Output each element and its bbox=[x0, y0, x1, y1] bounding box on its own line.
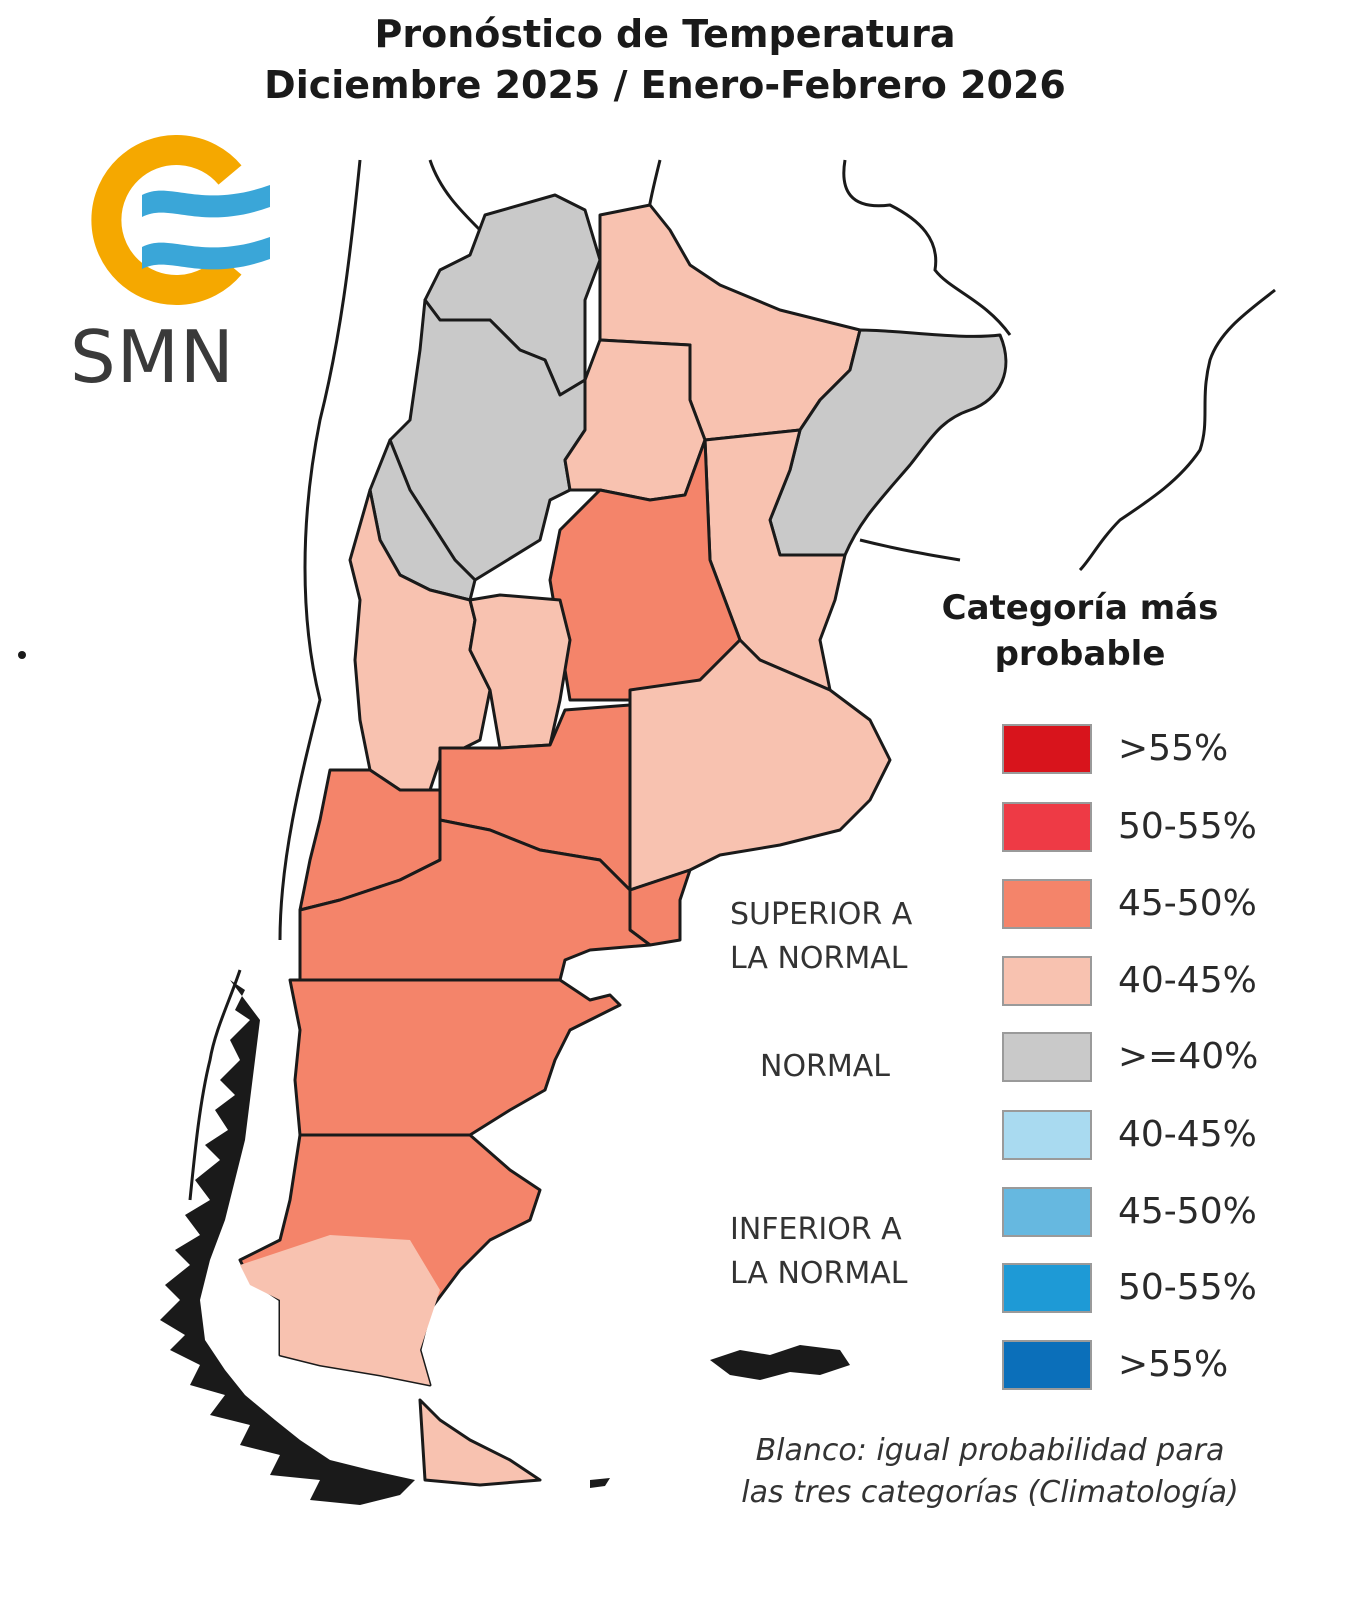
smn-sun-icon bbox=[91, 135, 270, 305]
title-line-1: Pronóstico de Temperatura bbox=[374, 12, 956, 56]
region-nea-misiones bbox=[768, 328, 1008, 557]
footnote: Blanco: igual probabilidad para las tres… bbox=[700, 1430, 1280, 1514]
legend-swatch bbox=[1002, 724, 1092, 774]
legend-title-line-1: Categoría más bbox=[941, 588, 1219, 628]
neighbour-borders bbox=[188, 159, 1276, 1201]
legend-swatch bbox=[1002, 1032, 1092, 1082]
legend-item: 40-45% bbox=[1002, 1110, 1302, 1162]
legend-label: 40-45% bbox=[1118, 960, 1257, 1001]
legend-label: >55% bbox=[1118, 1344, 1229, 1385]
legend-item: 50-55% bbox=[1002, 1263, 1302, 1315]
legend-item: >55% bbox=[1002, 1340, 1302, 1392]
legend-label: 45-50% bbox=[1118, 1191, 1257, 1232]
legend-title-line-2: probable bbox=[994, 634, 1166, 674]
footnote-line-2: las tres categorías (Climatología) bbox=[741, 1475, 1239, 1510]
legend-item: 50-55% bbox=[1002, 802, 1302, 854]
legend-label: 50-55% bbox=[1118, 1267, 1257, 1308]
forecast-map bbox=[18, 159, 1276, 1505]
legend-group-superior-line-2: LA NORMAL bbox=[730, 941, 908, 976]
region-rio-negro bbox=[298, 818, 652, 982]
region-santa-cruz-south bbox=[240, 1235, 440, 1385]
legend-swatch bbox=[1002, 1340, 1092, 1390]
region-san-luis bbox=[468, 593, 572, 750]
legend-item: 45-50% bbox=[1002, 1187, 1302, 1239]
region-buenos-aires-north bbox=[628, 638, 892, 892]
region-chubut bbox=[288, 978, 622, 1137]
legend-label: 40-45% bbox=[1118, 1114, 1257, 1155]
chile-coast-islands bbox=[18, 651, 850, 1505]
footnote-line-1: Blanco: igual probabilidad para bbox=[755, 1433, 1225, 1468]
legend-item: >=40% bbox=[1002, 1032, 1302, 1084]
legend-swatch bbox=[1002, 956, 1092, 1006]
legend-group-inferior: INFERIOR A LA NORMAL bbox=[730, 1208, 907, 1296]
title-line-2: Diciembre 2025 / Enero-Febrero 2026 bbox=[264, 63, 1066, 107]
legend-group-superior-line-1: SUPERIOR A bbox=[730, 897, 913, 932]
map-title: Pronóstico de Temperatura Diciembre 2025… bbox=[0, 10, 1330, 110]
legend-swatch bbox=[1002, 1187, 1092, 1237]
legend-title: Categoría más probable bbox=[920, 585, 1240, 677]
legend-group-inferior-line-2: LA NORMAL bbox=[730, 1256, 908, 1291]
legend-label: >55% bbox=[1118, 728, 1229, 769]
legend-group-normal: NORMAL bbox=[760, 1049, 891, 1084]
legend-swatch bbox=[1002, 879, 1092, 929]
smn-logo-text: SMN bbox=[70, 315, 235, 399]
legend-item: 40-45% bbox=[1002, 956, 1302, 1008]
legend-swatch bbox=[1002, 1110, 1092, 1160]
region-tierra-del-fuego bbox=[418, 1398, 542, 1487]
province-regions bbox=[238, 193, 1008, 1487]
legend-label: 45-50% bbox=[1118, 883, 1257, 924]
legend-label: >=40% bbox=[1118, 1036, 1259, 1077]
legend-group-superior: SUPERIOR A LA NORMAL bbox=[730, 893, 912, 981]
legend-item: 45-50% bbox=[1002, 879, 1302, 931]
legend-swatch bbox=[1002, 802, 1092, 852]
legend-group-inferior-line-1: INFERIOR A bbox=[730, 1212, 902, 1247]
smn-logo: SMN bbox=[60, 135, 280, 405]
legend-swatch bbox=[1002, 1263, 1092, 1313]
legend-item: >55% bbox=[1002, 724, 1302, 776]
legend-label: 50-55% bbox=[1118, 806, 1257, 847]
